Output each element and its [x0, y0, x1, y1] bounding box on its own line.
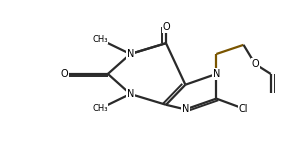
Text: O: O: [61, 69, 68, 79]
Text: O: O: [251, 59, 259, 69]
Text: N: N: [127, 49, 134, 59]
Text: O: O: [162, 22, 170, 32]
Text: N: N: [127, 89, 134, 99]
Text: CH₃: CH₃: [92, 35, 108, 44]
Text: N: N: [213, 69, 220, 79]
Text: Cl: Cl: [239, 104, 248, 114]
Text: N: N: [182, 104, 189, 114]
Text: CH₃: CH₃: [92, 104, 108, 113]
